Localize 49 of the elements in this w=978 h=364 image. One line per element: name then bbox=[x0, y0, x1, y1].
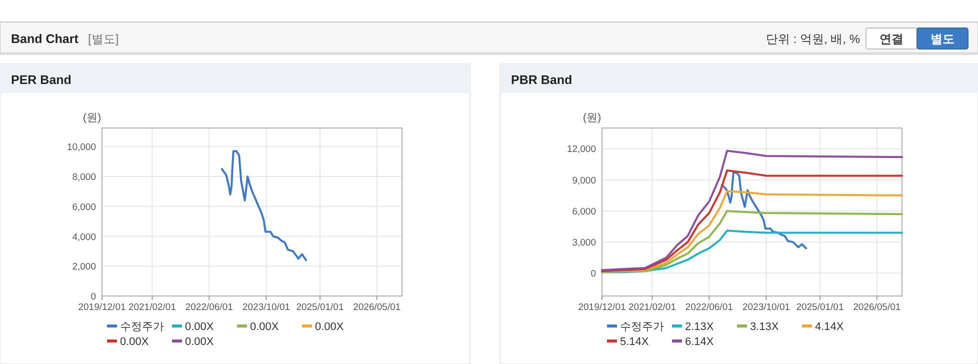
legend-label: 3.13X bbox=[750, 321, 780, 333]
text: Band Chart bbox=[11, 32, 80, 46]
y-tick-label: 6,000 bbox=[72, 202, 96, 213]
x-tick-label: 2019/12/01 bbox=[78, 302, 126, 313]
legend-label: 0.00X bbox=[185, 321, 214, 333]
line-series bbox=[220, 150, 308, 262]
legend-label: 0.00X bbox=[185, 336, 214, 348]
line-series bbox=[601, 170, 903, 272]
x-tick-label: 2023/10/01 bbox=[242, 302, 290, 313]
x-tick-label: 2021/02/01 bbox=[128, 302, 176, 313]
x-tick-label: 2026/05/01 bbox=[853, 302, 901, 313]
toggle-button: 별도 bbox=[916, 28, 968, 50]
toggle-button: 연결 bbox=[866, 28, 918, 50]
legend-label: 수정주가 bbox=[120, 321, 164, 333]
x-tick-label: 2022/06/01 bbox=[185, 302, 233, 313]
chart-title: PBR Band bbox=[511, 73, 572, 87]
y-tick-label: 0 bbox=[90, 292, 96, 302]
y-tick-label: 10,000 bbox=[66, 142, 96, 154]
y-tick-label: 2,000 bbox=[72, 262, 96, 273]
y-tick-label: 9,000 bbox=[572, 175, 596, 186]
text: [별도] bbox=[88, 32, 119, 46]
legend-label: 0.00X bbox=[315, 321, 344, 333]
line-series bbox=[601, 210, 903, 274]
x-tick-label: 2019/12/01 bbox=[578, 302, 626, 313]
y-tick-label: 3,000 bbox=[572, 238, 596, 249]
x-tick-label: 2022/06/01 bbox=[685, 302, 733, 313]
chart-title: PER Band bbox=[11, 73, 72, 87]
y-axis-title: (원) bbox=[82, 112, 102, 124]
x-tick-label: 2025/01/01 bbox=[296, 302, 344, 313]
legend-label: 수정주가 bbox=[620, 321, 664, 333]
y-tick-label: 0 bbox=[590, 268, 596, 280]
legend-label: 2.13X bbox=[685, 321, 714, 333]
line-series bbox=[601, 150, 903, 272]
y-tick-label: 8,000 bbox=[72, 172, 96, 184]
x-tick-label: 2023/10/01 bbox=[742, 302, 790, 313]
x-tick-label: 2021/02/01 bbox=[628, 302, 676, 313]
y-tick-label: 6,000 bbox=[572, 206, 596, 218]
y-axis-title: (원) bbox=[582, 112, 602, 124]
legend-label: 6.14X bbox=[685, 336, 714, 348]
legend-label: 4.14X bbox=[815, 321, 844, 333]
legend-label: 5.14X bbox=[620, 336, 650, 348]
legend-label: 0.00X bbox=[250, 321, 280, 333]
y-tick-label: 4,000 bbox=[72, 232, 96, 243]
line-series bbox=[720, 172, 808, 250]
y-tick-label: 12,000 bbox=[566, 144, 596, 156]
legend-label: 0.00X bbox=[120, 336, 150, 348]
text: 단위 : 억원, 배, % bbox=[766, 32, 860, 46]
x-tick-label: 2026/05/01 bbox=[353, 302, 401, 313]
x-tick-label: 2025/01/01 bbox=[796, 302, 844, 313]
